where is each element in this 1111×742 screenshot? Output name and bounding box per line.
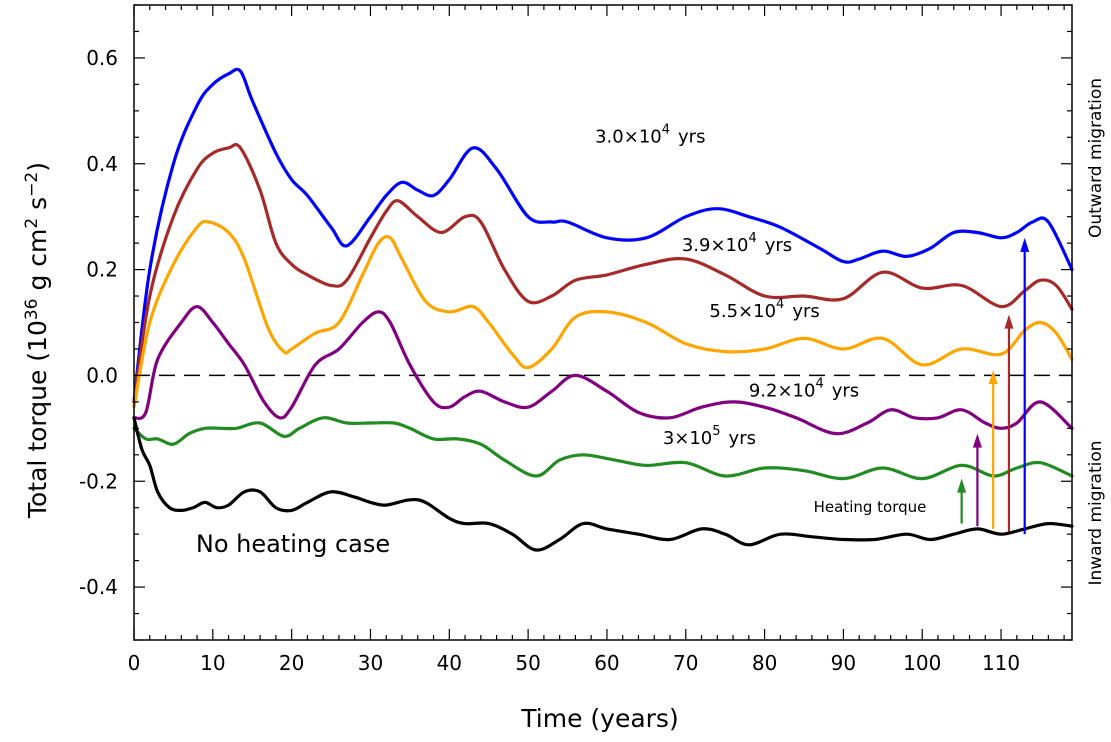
heating-arrow-head-0 <box>957 478 967 493</box>
y-tick-label: -0.4 <box>79 575 118 599</box>
y-tick-label: 0.4 <box>86 152 118 176</box>
y-tick-label: 0.2 <box>86 258 118 282</box>
series-label-2: 5.5×104 yrs <box>709 297 819 322</box>
y-axis-title: Total torque (1036 g cm2 s−2) <box>22 162 52 519</box>
x-tick-label: 100 <box>903 651 941 675</box>
outward-migration-label: Outward migration <box>1086 78 1106 238</box>
x-tick-label: 40 <box>437 651 462 675</box>
series-line-0 <box>132 67 1074 404</box>
heating-torque-label: Heating torque <box>814 498 927 516</box>
x-axis-title: Time (years) <box>520 704 678 733</box>
series-label-4: 3×105 yrs <box>663 424 756 449</box>
label-layer: 0 10 20 30 40 50 60 70 80 90 100 110 -0.4 -0.2 0.0 0.2 0… <box>79 46 1020 675</box>
x-tick-label: 80 <box>752 651 777 675</box>
heating-arrow-head-3 <box>1004 314 1014 329</box>
x-tick-label: 10 <box>200 651 225 675</box>
series-label-3: 9.2×104 yrs <box>749 377 859 402</box>
heating-arrow-head-2 <box>988 370 998 385</box>
series-line-4 <box>132 416 1074 481</box>
no-heating-case-label: No heating case <box>196 530 390 558</box>
y-tick-label: 0.6 <box>86 46 118 70</box>
x-tick-label: 30 <box>358 651 383 675</box>
x-tick-label: 50 <box>515 651 540 675</box>
inward-migration-label: Inward migration <box>1086 440 1106 585</box>
heating-arrow-head-4 <box>1020 237 1030 252</box>
y-tick-label: -0.2 <box>79 469 118 493</box>
series-line-5 <box>132 416 1074 552</box>
x-tick-label: 20 <box>279 651 304 675</box>
series-line-2 <box>132 219 1074 409</box>
x-tick-label: 70 <box>673 651 698 675</box>
series-line-1 <box>132 142 1074 404</box>
arrow-layer <box>957 237 1030 535</box>
x-tick-label: 0 <box>128 651 141 675</box>
x-tick-label: 110 <box>982 651 1020 675</box>
x-tick-label: 60 <box>594 651 619 675</box>
y-tick-label: 0.0 <box>86 363 118 387</box>
series-label-1: 3.9×104 yrs <box>682 231 792 256</box>
series-layer <box>132 67 1074 552</box>
x-tick-label: 90 <box>831 651 856 675</box>
series-label-0: 3.0×104 yrs <box>595 123 705 148</box>
heating-arrow-head-1 <box>972 433 982 448</box>
series-line-3 <box>132 305 1074 436</box>
tick-layer <box>133 4 1072 641</box>
